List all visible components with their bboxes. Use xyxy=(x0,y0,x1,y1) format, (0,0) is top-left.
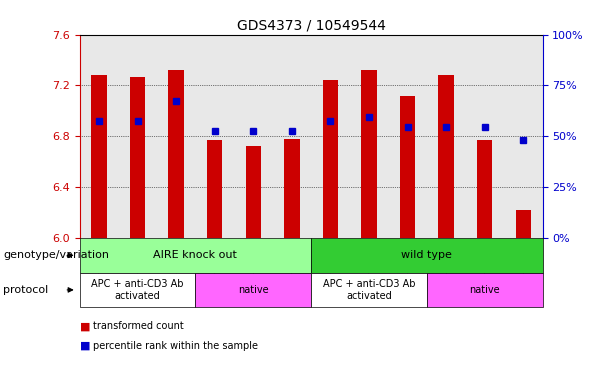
Bar xyxy=(322,80,338,238)
Text: AIRE knock out: AIRE knock out xyxy=(153,250,237,260)
Bar xyxy=(246,147,261,238)
Text: transformed count: transformed count xyxy=(93,321,184,331)
Text: ■: ■ xyxy=(80,321,90,331)
Bar xyxy=(477,140,492,238)
Bar xyxy=(130,76,145,238)
Text: percentile rank within the sample: percentile rank within the sample xyxy=(93,341,258,351)
Bar xyxy=(361,70,376,238)
Bar xyxy=(516,210,531,238)
Bar xyxy=(169,70,184,238)
Bar xyxy=(91,75,107,238)
Text: native: native xyxy=(470,285,500,295)
Bar xyxy=(284,139,300,238)
Bar xyxy=(207,140,223,238)
Text: native: native xyxy=(238,285,268,295)
Text: ■: ■ xyxy=(80,341,90,351)
Title: GDS4373 / 10549544: GDS4373 / 10549544 xyxy=(237,18,386,32)
Bar xyxy=(438,75,454,238)
Text: APC + anti-CD3 Ab
activated: APC + anti-CD3 Ab activated xyxy=(322,279,415,301)
Text: protocol: protocol xyxy=(3,285,48,295)
Text: APC + anti-CD3 Ab
activated: APC + anti-CD3 Ab activated xyxy=(91,279,184,301)
Bar xyxy=(400,96,415,238)
Text: genotype/variation: genotype/variation xyxy=(3,250,109,260)
Text: wild type: wild type xyxy=(402,250,452,260)
